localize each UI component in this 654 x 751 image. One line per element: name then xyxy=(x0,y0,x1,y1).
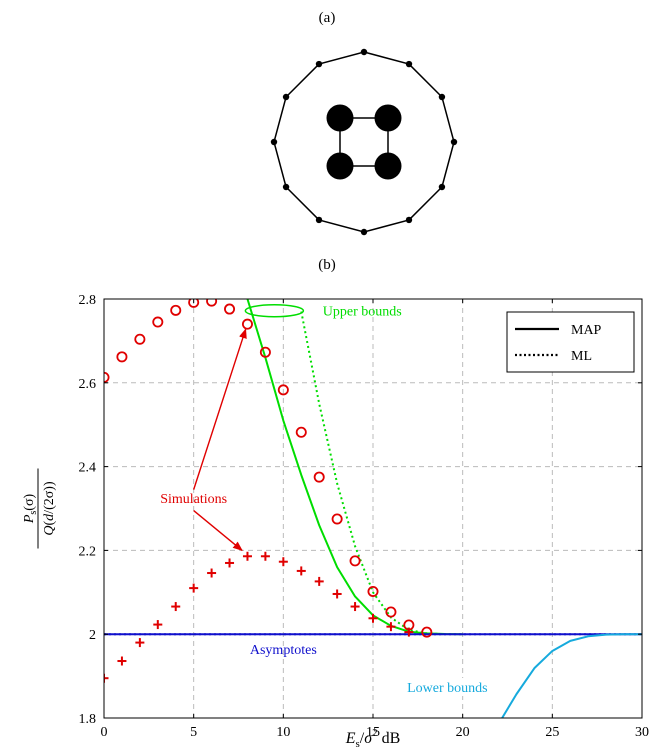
inner-point xyxy=(375,105,402,132)
legend-map-label: MAP xyxy=(571,323,602,338)
x-tick-label: 25 xyxy=(545,725,559,740)
y-den-rest: /(2σ)) xyxy=(42,481,57,514)
sim-plus-point xyxy=(297,566,306,575)
y-num-p: P xyxy=(22,514,37,524)
simulations-arrow-down xyxy=(194,511,242,551)
y-tick-label: 2.8 xyxy=(79,293,97,308)
sim-circle-point xyxy=(171,306,180,315)
outer-ring-point xyxy=(439,184,445,190)
y-label-numerator: Ps(σ) xyxy=(22,493,39,524)
y-axis-label: Ps(σ)Q(d/(2σ)) xyxy=(22,469,57,549)
y-label-denominator: Q(d/(2σ)) xyxy=(42,481,57,536)
upper-bounds-label: Upper bounds xyxy=(323,305,402,320)
series-lower_map xyxy=(502,634,642,718)
sim-circle-point xyxy=(207,296,216,305)
sim-circle-point xyxy=(386,607,395,616)
constellation-diagram xyxy=(271,49,457,235)
simulations-label: Simulations xyxy=(160,492,227,507)
outer-ring-point xyxy=(271,139,277,145)
sim-circle-point xyxy=(333,514,342,523)
sim-circle-point xyxy=(225,304,234,313)
outer-ring-point xyxy=(283,184,289,190)
y-num-arg: (σ) xyxy=(22,493,37,510)
sim-plus-point xyxy=(171,602,180,611)
sim-circle-point xyxy=(117,352,126,361)
x-tick-label: 5 xyxy=(190,725,197,740)
sim-plus-point xyxy=(369,614,378,623)
outer-ring-point xyxy=(283,94,289,100)
lower-bounds-label: Lower bounds xyxy=(407,681,488,696)
sim-plus-point xyxy=(117,657,126,666)
chart: 0 5 10 15 20 25 30 1.8 2 2.2 2.4 2.6 2.8 Upper bound… xyxy=(22,293,649,750)
x-label-e: E xyxy=(345,730,356,747)
sim-plus-point xyxy=(207,569,216,578)
panel-label-a: (a) xyxy=(319,10,336,26)
sim-plus-point xyxy=(153,620,162,629)
asymptotes-label: Asymptotes xyxy=(250,643,317,658)
outer-ring-point xyxy=(316,217,322,223)
simulations-arrows xyxy=(194,329,246,550)
y-tick-label: 2 xyxy=(89,628,96,643)
sim-circle-point xyxy=(297,428,306,437)
outer-ring-point xyxy=(451,139,457,145)
inner-point xyxy=(327,105,354,132)
sim-plus-point xyxy=(261,552,270,561)
y-tick-label: 2.4 xyxy=(79,461,97,476)
outer-ring-point xyxy=(361,229,367,235)
x-tick-label: 0 xyxy=(101,725,108,740)
sim-circle-point xyxy=(135,335,144,344)
sim-plus-point xyxy=(225,558,234,567)
y-tick-label: 2.2 xyxy=(79,544,97,559)
y-den-q: Q xyxy=(42,525,57,535)
x-axis-label: Es/σ2 dB xyxy=(345,727,401,750)
y-tick-label: 2.6 xyxy=(79,377,97,392)
inner-point xyxy=(375,153,402,180)
x-tick-label: 20 xyxy=(456,725,470,740)
outer-ring-polygon xyxy=(274,52,454,232)
sim-circle-point xyxy=(350,556,359,565)
sim-circle-point xyxy=(153,317,162,326)
sim-plus-point xyxy=(315,577,324,586)
outer-ring-point xyxy=(439,94,445,100)
legend: MAP ML xyxy=(507,312,634,372)
outer-ring-point xyxy=(406,217,412,223)
inner-point xyxy=(327,153,354,180)
legend-ml-label: ML xyxy=(571,349,592,364)
upper-bounds-ellipse xyxy=(245,305,303,317)
x-tick-label: 10 xyxy=(276,725,290,740)
sim-plus-point xyxy=(135,638,144,647)
sim-plus-point xyxy=(189,584,198,593)
x-tick-label: 30 xyxy=(635,725,649,740)
x-label-unit: dB xyxy=(378,730,401,747)
panel-label-b: (b) xyxy=(318,257,336,273)
outer-ring-point xyxy=(406,61,412,67)
outer-ring-point xyxy=(361,49,367,55)
sim-plus-point xyxy=(243,552,252,561)
sim-plus-point xyxy=(351,602,360,611)
simulations-arrow-up xyxy=(194,329,246,489)
y-tick-label: 1.8 xyxy=(79,712,97,727)
sim-circle-point xyxy=(315,472,324,481)
sim-circle-point xyxy=(243,320,252,329)
sim-plus-point xyxy=(279,557,288,566)
outer-ring-point xyxy=(316,61,322,67)
sim-plus-point xyxy=(333,589,342,598)
